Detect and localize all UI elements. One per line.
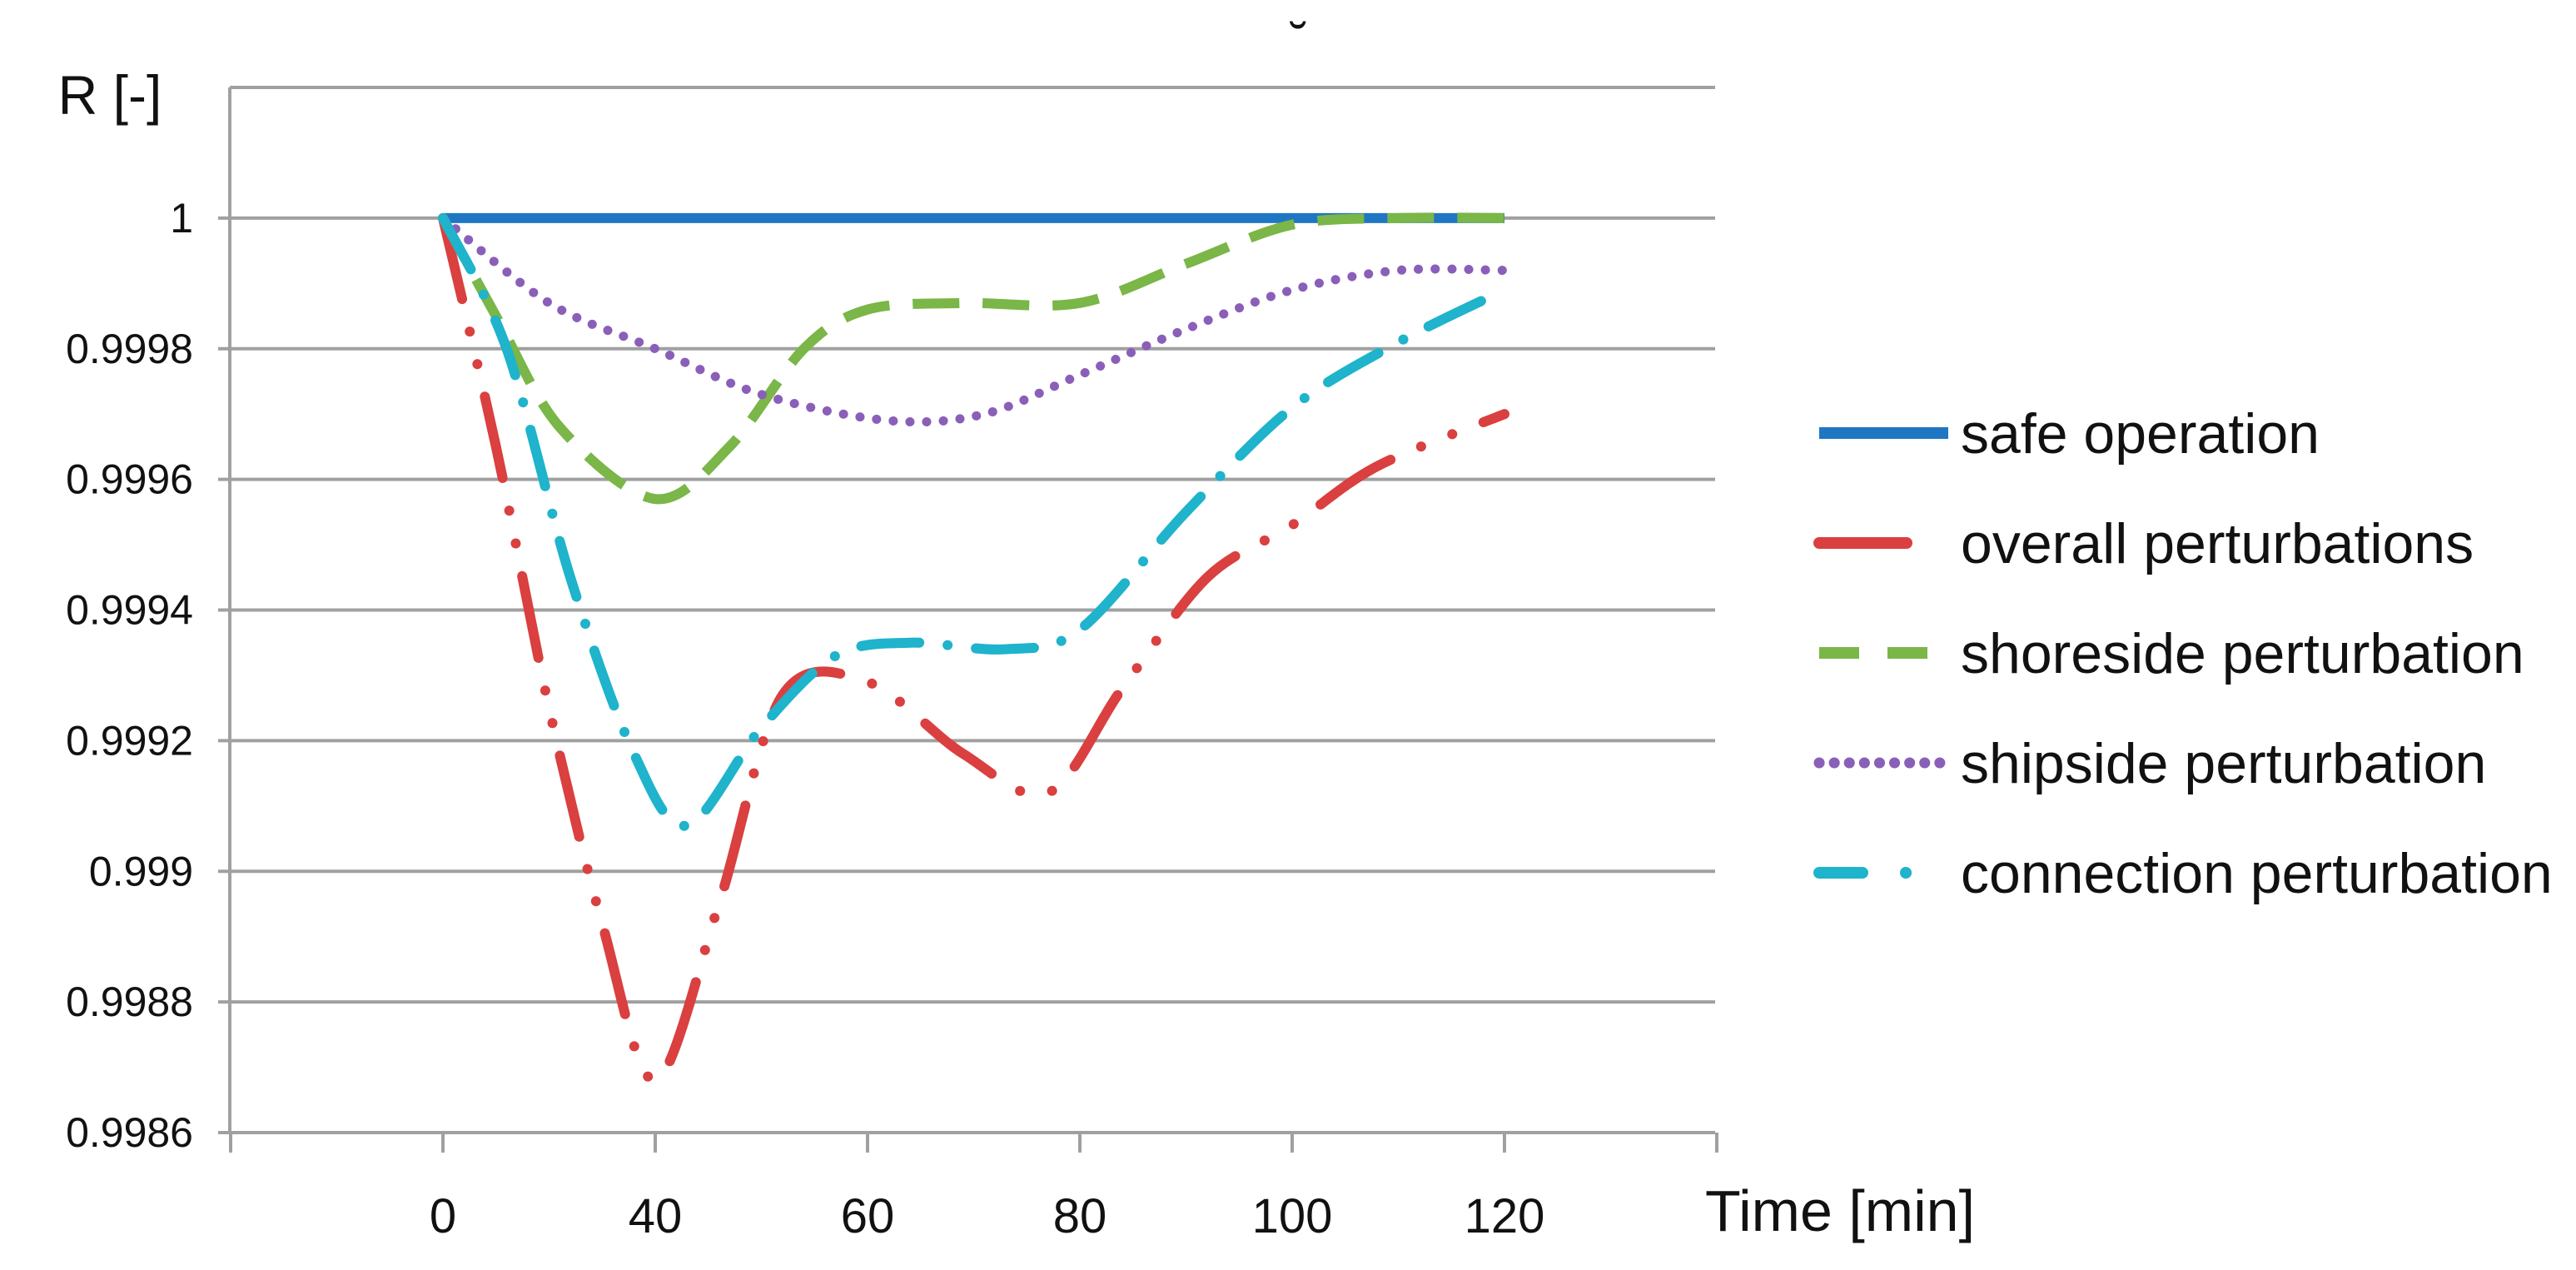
x-tick-label: 0 (430, 1189, 456, 1243)
y-tick-label: 1 (170, 195, 193, 242)
legend-label: shoreside perturbation (1961, 622, 2524, 685)
x-axis-ticks: 0 40 60 80 100 120 (229, 1133, 1718, 1243)
x-tick-label: 100 (1252, 1189, 1333, 1243)
series-lines (438, 212, 1509, 1086)
x-tick-label: 40 (629, 1189, 683, 1243)
series-line-shoreside-perturbation (438, 212, 1505, 505)
y-tick-label: 0.9996 (66, 456, 193, 503)
x-axis-label: Time [min] (1705, 1178, 1975, 1243)
x-tick-label: 60 (841, 1189, 895, 1243)
y-tick-label: 0.9992 (66, 717, 193, 764)
y-tick-label: 0.9998 (66, 326, 193, 372)
legend-label: connection perturbation (1961, 842, 2553, 905)
top-annotation: ˘ (1289, 13, 1307, 69)
series-line-connection-perturbation (438, 212, 1509, 831)
y-tick-label: 0.999 (89, 848, 193, 894)
legend-label: safe operation (1961, 402, 2320, 466)
legend: safe operation overall perturbations shore… (1813, 402, 2553, 905)
y-tick-label: 0.9986 (66, 1109, 193, 1156)
legend-label: shipside perturbation (1961, 732, 2486, 795)
x-tick-label: 80 (1053, 1189, 1107, 1243)
y-axis-ticks: 1 0.9998 0.9996 0.9994 0.9992 0.999 0.9988 0.99… (66, 195, 230, 1156)
series-line-shipside-perturbation (438, 213, 1509, 427)
legend-label: overall perturbations (1961, 512, 2474, 575)
y-axis-label: R [-] (58, 64, 162, 126)
x-tick-label: 120 (1465, 1189, 1545, 1243)
y-tick-label: 0.9994 (66, 587, 193, 634)
y-tick-label: 0.9988 (66, 979, 193, 1025)
series-line-overall-perturbations (438, 212, 1509, 1086)
